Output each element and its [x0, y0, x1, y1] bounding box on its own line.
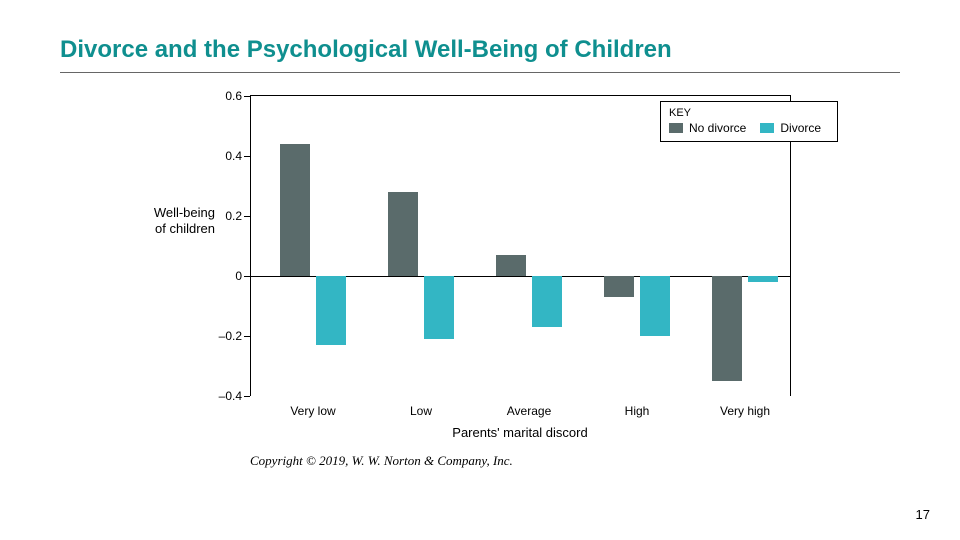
- legend-title: KEY: [669, 107, 829, 119]
- page-number: 17: [916, 507, 930, 522]
- legend-label: No divorce: [689, 121, 746, 135]
- y-tick-label: –0.2: [202, 329, 242, 343]
- bar: [496, 255, 526, 276]
- page-title: Divorce and the Psychological Well-Being…: [60, 36, 672, 64]
- bar: [640, 276, 670, 336]
- bar: [604, 276, 634, 297]
- bar: [280, 144, 310, 276]
- chart: Well-being of children –0.4 –0.2 0 0.2 0.4 0.…: [120, 85, 840, 455]
- slide: Divorce and the Psychological Well-Being…: [0, 0, 960, 540]
- y-tick-label: 0.2: [202, 209, 242, 223]
- y-axis-line: [250, 96, 251, 396]
- y-tick-label: –0.4: [202, 389, 242, 403]
- y-tick-label: 0.4: [202, 149, 242, 163]
- title-underline: [60, 72, 900, 73]
- y-tick: [244, 96, 250, 97]
- legend-label: Divorce: [780, 121, 821, 135]
- legend-row: No divorce Divorce: [669, 121, 829, 135]
- y-tick: [244, 396, 250, 397]
- legend-swatch: [760, 123, 774, 133]
- copyright-text: Copyright © 2019, W. W. Norton & Company…: [250, 453, 513, 469]
- x-tick-label: Very low: [290, 404, 335, 418]
- y-tick: [244, 156, 250, 157]
- legend-swatch: [669, 123, 683, 133]
- x-axis-label: Parents' marital discord: [250, 425, 790, 440]
- y-tick-label: 0: [202, 269, 242, 283]
- bar: [712, 276, 742, 381]
- x-tick-label: Low: [410, 404, 432, 418]
- y-tick-label: 0.6: [202, 89, 242, 103]
- bar: [424, 276, 454, 339]
- bar: [532, 276, 562, 327]
- x-tick-label: Very high: [720, 404, 770, 418]
- bar: [388, 192, 418, 276]
- legend: KEY No divorce Divorce: [660, 101, 838, 142]
- bar: [748, 276, 778, 282]
- x-tick-label: Average: [507, 404, 551, 418]
- bar: [316, 276, 346, 345]
- y-tick: [244, 336, 250, 337]
- x-tick-label: High: [625, 404, 650, 418]
- y-tick: [244, 216, 250, 217]
- y-axis-label: Well-being of children: [120, 205, 215, 236]
